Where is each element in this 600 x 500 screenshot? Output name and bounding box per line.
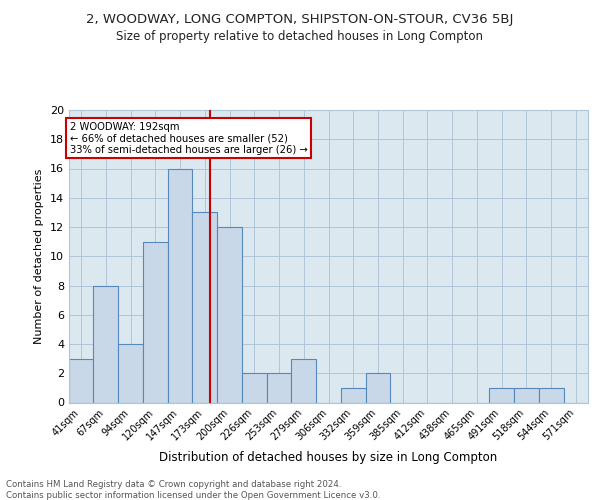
Text: Size of property relative to detached houses in Long Compton: Size of property relative to detached ho… — [116, 30, 484, 43]
Bar — [291, 358, 316, 403]
X-axis label: Distribution of detached houses by size in Long Compton: Distribution of detached houses by size … — [160, 450, 497, 464]
Bar — [118, 344, 143, 403]
Bar — [341, 388, 366, 402]
Bar — [514, 388, 539, 402]
Bar — [217, 227, 242, 402]
Bar — [168, 168, 192, 402]
Bar — [539, 388, 564, 402]
Bar — [93, 286, 118, 403]
Y-axis label: Number of detached properties: Number of detached properties — [34, 168, 44, 344]
Bar — [267, 373, 291, 402]
Bar — [69, 358, 93, 403]
Bar — [143, 242, 168, 402]
Bar — [192, 212, 217, 402]
Bar — [242, 373, 267, 402]
Text: 2, WOODWAY, LONG COMPTON, SHIPSTON-ON-STOUR, CV36 5BJ: 2, WOODWAY, LONG COMPTON, SHIPSTON-ON-ST… — [86, 12, 514, 26]
Text: 2 WOODWAY: 192sqm
← 66% of detached houses are smaller (52)
33% of semi-detached: 2 WOODWAY: 192sqm ← 66% of detached hous… — [70, 122, 308, 155]
Text: Contains HM Land Registry data © Crown copyright and database right 2024.
Contai: Contains HM Land Registry data © Crown c… — [6, 480, 380, 500]
Bar — [366, 373, 390, 402]
Bar — [489, 388, 514, 402]
